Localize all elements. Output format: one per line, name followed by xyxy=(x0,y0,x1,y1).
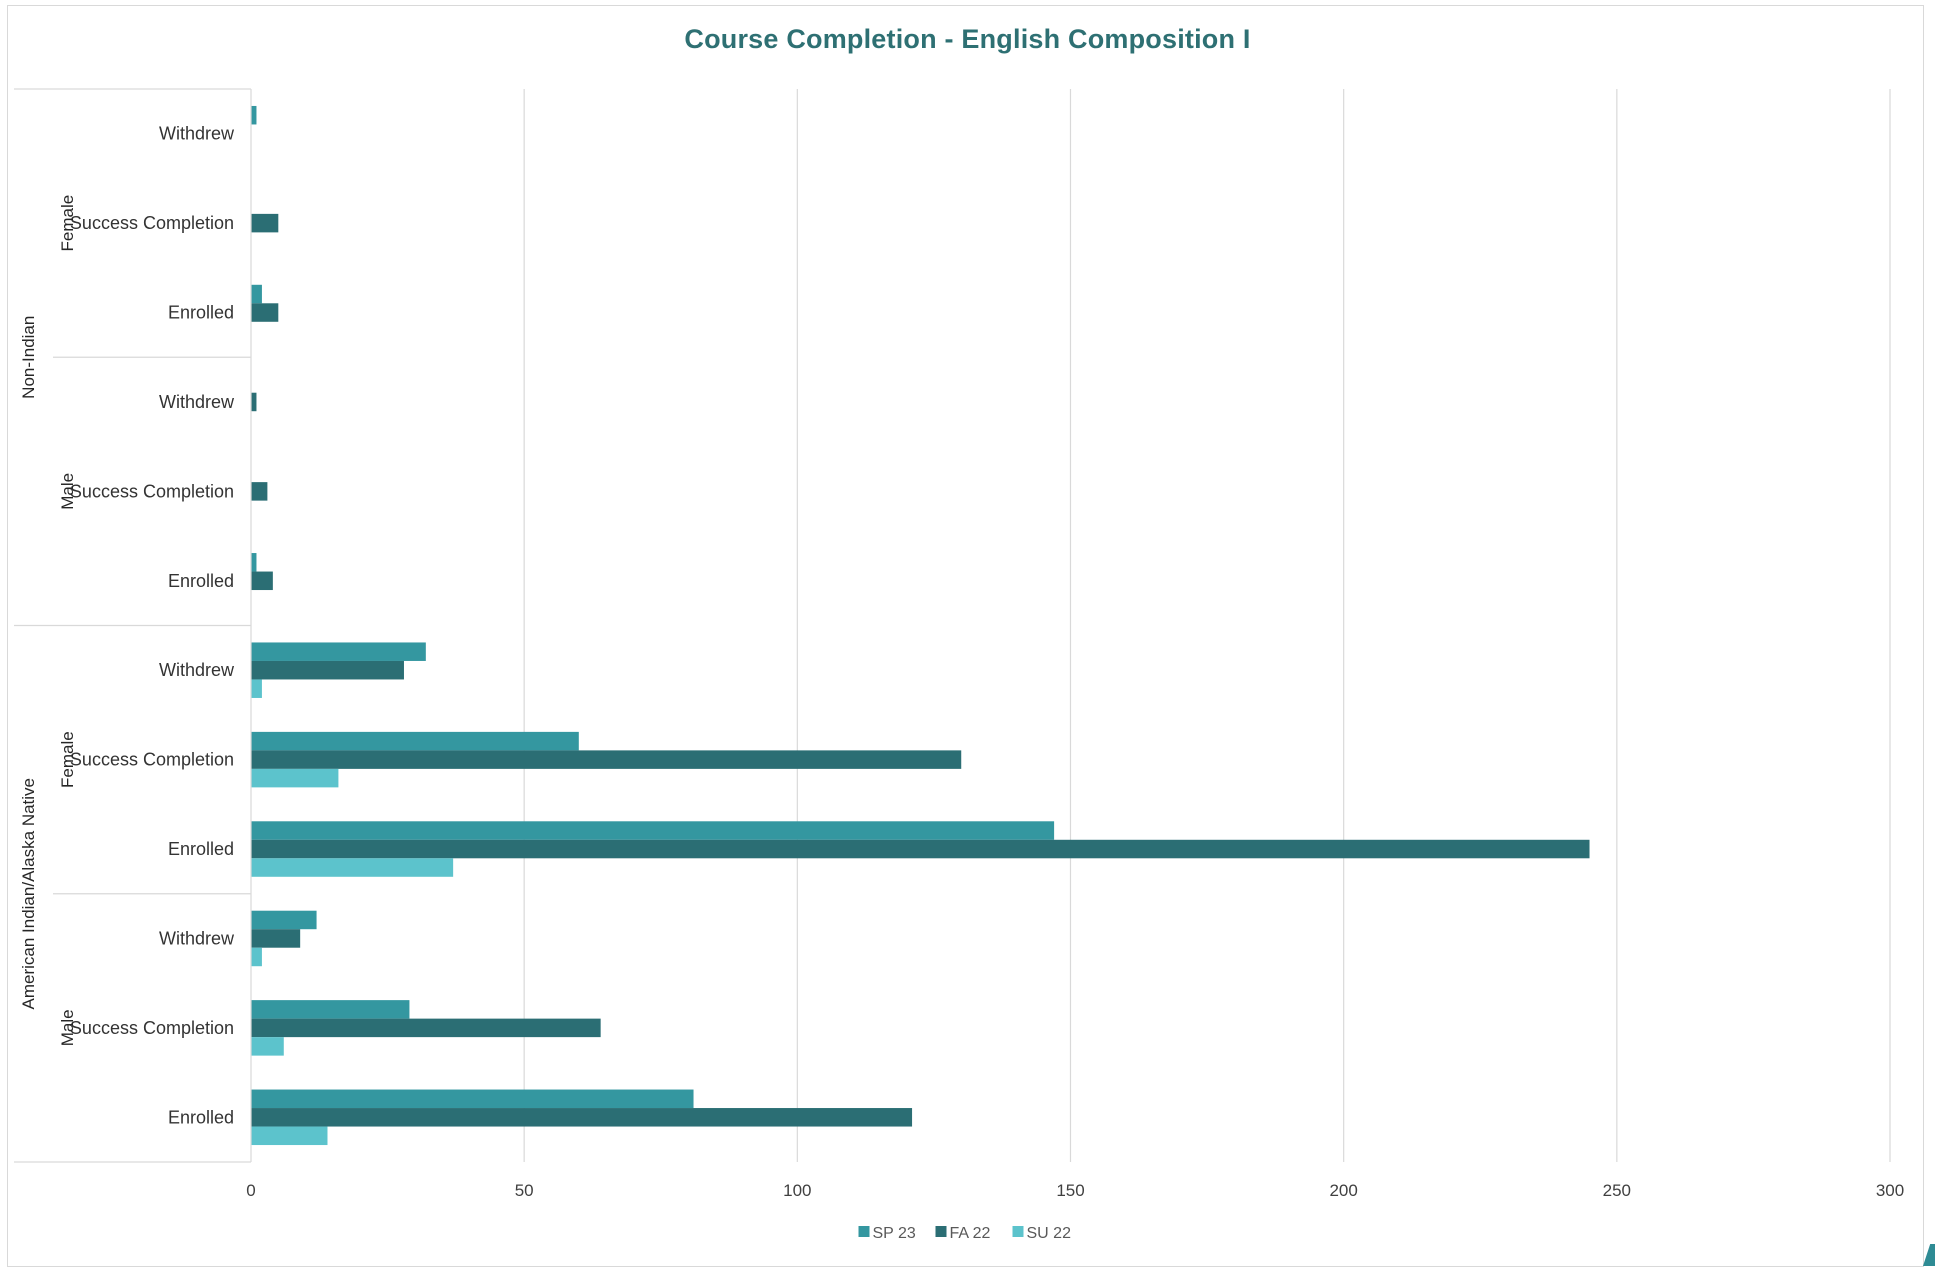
x-tick-label: 300 xyxy=(1876,1181,1904,1200)
bar-fa-22-9 xyxy=(251,303,279,322)
bar-fa-22-8 xyxy=(251,392,257,412)
bar-sp-23-3 xyxy=(251,821,1055,840)
legend-swatch[interactable] xyxy=(1012,1226,1024,1237)
bar-su-22-1 xyxy=(251,1037,284,1056)
category-label: Enrolled xyxy=(168,571,234,591)
bar-sp-23-2 xyxy=(251,910,317,930)
legend-swatch[interactable] xyxy=(935,1226,947,1237)
category-label: Success Completion xyxy=(70,1018,234,1038)
x-tick-label: 250 xyxy=(1603,1181,1631,1200)
bar-sp-23-1 xyxy=(251,1000,410,1019)
x-tick-label: 50 xyxy=(515,1181,534,1200)
category-label: Enrolled xyxy=(168,1107,234,1127)
category-label: Enrolled xyxy=(168,839,234,859)
chart-frame xyxy=(7,5,1924,1267)
legend-label[interactable]: SP 23 xyxy=(873,1225,916,1242)
bar-fa-22-5 xyxy=(251,660,404,680)
bar-sp-23-4 xyxy=(251,731,579,751)
category-label: Withdrew xyxy=(159,928,235,948)
legend-swatch[interactable] xyxy=(858,1226,870,1237)
x-tick-label: 150 xyxy=(1056,1181,1084,1200)
bar-fa-22-0 xyxy=(251,1108,913,1127)
category-label: Withdrew xyxy=(159,392,235,412)
bar-fa-22-4 xyxy=(251,750,962,769)
chart-title: Course Completion - English Composition … xyxy=(684,24,1251,54)
subgroup-label: Female xyxy=(58,731,77,788)
x-tick-label: 100 xyxy=(783,1181,811,1200)
subgroup-label: Male xyxy=(58,473,77,510)
category-label: Success Completion xyxy=(70,213,234,233)
subgroup-label: Female xyxy=(58,195,77,252)
category-label: Withdrew xyxy=(159,124,235,144)
x-tick-label: 0 xyxy=(246,1181,255,1200)
bar-su-22-3 xyxy=(251,858,454,877)
bar-fa-22-6 xyxy=(251,571,273,591)
group-label: Non-Indian xyxy=(19,316,38,399)
bar-fa-22-3 xyxy=(251,839,1590,859)
group-label: American Indian/Alaska Native xyxy=(19,778,38,1010)
bar-sp-23-9 xyxy=(251,284,262,304)
bar-fa-22-1 xyxy=(251,1018,601,1038)
bar-sp-23-6 xyxy=(251,553,257,572)
legend-label[interactable]: FA 22 xyxy=(950,1225,991,1242)
category-label: Success Completion xyxy=(70,481,234,501)
category-label: Success Completion xyxy=(70,750,234,770)
bar-sp-23-5 xyxy=(251,642,426,661)
bar-sp-23-11 xyxy=(251,105,257,125)
bar-su-22-0 xyxy=(251,1126,328,1146)
x-tick-label: 200 xyxy=(1329,1181,1357,1200)
bar-su-22-5 xyxy=(251,679,262,698)
subgroup-label: Male xyxy=(58,1009,77,1046)
bar-su-22-2 xyxy=(251,947,262,967)
bar-fa-22-10 xyxy=(251,213,279,233)
category-label: Enrolled xyxy=(168,303,234,323)
bar-fa-22-7 xyxy=(251,482,268,501)
bar-su-22-4 xyxy=(251,768,339,788)
bar-fa-22-2 xyxy=(251,929,301,948)
legend-label[interactable]: SU 22 xyxy=(1027,1225,1072,1242)
bar-sp-23-0 xyxy=(251,1089,694,1109)
category-label: Withdrew xyxy=(159,660,235,680)
